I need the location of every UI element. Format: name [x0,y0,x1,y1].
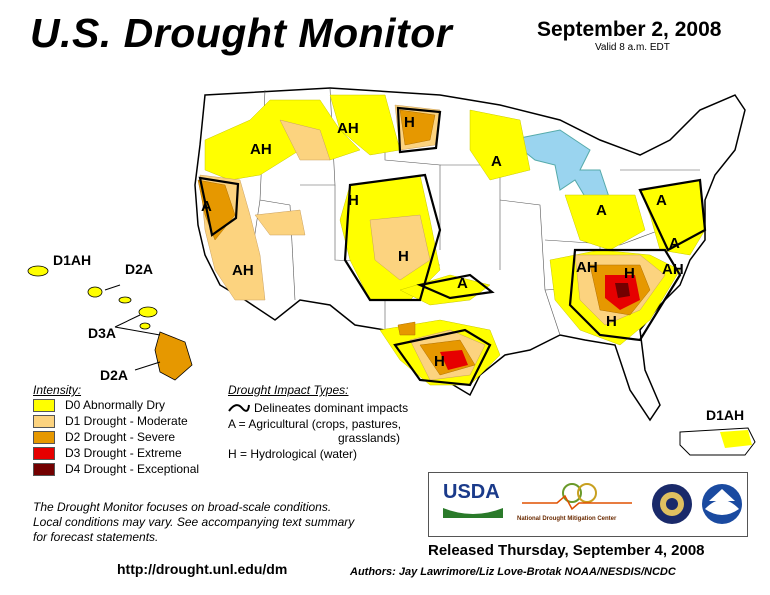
noaa-logo-icon [702,484,742,524]
authors: Authors: Jay Lawrimore/Liz Love-Brotak N… [350,566,676,578]
disclaimer-note: The Drought Monitor focuses on broad-sca… [33,500,423,545]
impact-h-label: H = Hydrological (water) [228,447,358,461]
legend-label: D2 Drought - Severe [65,430,176,444]
label-ah-northwest: AH [250,141,272,158]
d4-areas [615,283,630,298]
legend-item: D4 Drought - Exceptional [33,461,199,477]
legend-label: D3 Drought - Extreme [65,446,182,460]
legend-label: D4 Drought - Exceptional [65,462,200,476]
website-link[interactable]: http://drought.unl.edu/dm [117,561,288,577]
valid-time: Valid 8 a.m. EDT [595,42,670,53]
label-h-colorado: H [398,248,409,265]
legend-item: D3 Drought - Extreme [33,445,199,461]
hawaii [27,265,193,381]
impact-line-label: Delineates dominant impacts [254,401,409,415]
legend-item: D1 Drought - Moderate [33,413,199,429]
ndmc-logo: National Drought Mitigation Center [517,481,637,529]
label-h-north-dakota: H [404,114,415,131]
impact-legend: Drought Impact Types: Delineates dominan… [228,383,408,461]
leader-lines [104,284,161,371]
legend-swatch [33,462,55,476]
impact-a-label: A = Agricultural (crops, pastures, [228,417,402,431]
label-a-virginia: A [669,235,680,252]
impact-line-icon [228,404,250,412]
label-hawaii-maui: D3A [88,325,116,341]
label-a-california: A [201,198,212,215]
impact-lines [198,106,707,387]
intensity-legend: Intensity: D0 Abnormally Dry D1 Drought -… [33,383,199,477]
intensity-title: Intensity: [33,383,82,397]
usda-logo: USDA [443,481,503,525]
legend-label: D0 Abnormally Dry [65,398,166,412]
doc-seal-icon [652,484,692,524]
page-title: U.S. Drought Monitor [30,10,453,56]
label-ah-tennessee: AH [576,259,598,276]
map-date: September 2, 2008 [537,18,722,41]
label-hawaii-oahu: D2A [125,261,153,277]
label-hawaii-big-island: D2A [100,367,128,383]
label-puerto-rico: D1AH [706,407,744,423]
legend-swatch [33,398,55,412]
legend-label: D1 Drought - Moderate [65,414,188,428]
label-a-new-york: A [656,192,667,209]
release-date: Released Thursday, September 4, 2008 [428,542,705,559]
label-h-utah: H [348,192,359,209]
note-line-2: Local conditions may vary. See accompany… [33,515,355,529]
legend-item: D2 Drought - Severe [33,429,199,445]
impact-a-label-cont: grasslands) [338,431,401,445]
label-ah-north-carolina: AH [662,261,684,278]
label-ah-california: AH [232,262,254,279]
label-a-kansas: A [457,275,468,292]
label-a-minnesota: A [491,153,502,170]
label-a-ohio: A [596,202,607,219]
legend-swatch [33,446,55,460]
label-hawaii-kauai: D1AH [53,252,91,268]
note-line-3: for forecast statements. [33,530,159,544]
label-ah-montana: AH [337,120,359,137]
label-h-south-carolina: H [606,313,617,330]
note-line-1: The Drought Monitor focuses on broad-sca… [33,500,332,514]
legend-swatch [33,414,55,428]
legend-item: D0 Abnormally Dry [33,397,199,413]
label-h-georgia: H [624,265,635,282]
label-h-texas: H [434,353,445,370]
legend-swatch [33,430,55,444]
impact-title: Drought Impact Types: [228,383,349,397]
partner-logos: USDA National Drought Mitigation Center [428,472,748,537]
